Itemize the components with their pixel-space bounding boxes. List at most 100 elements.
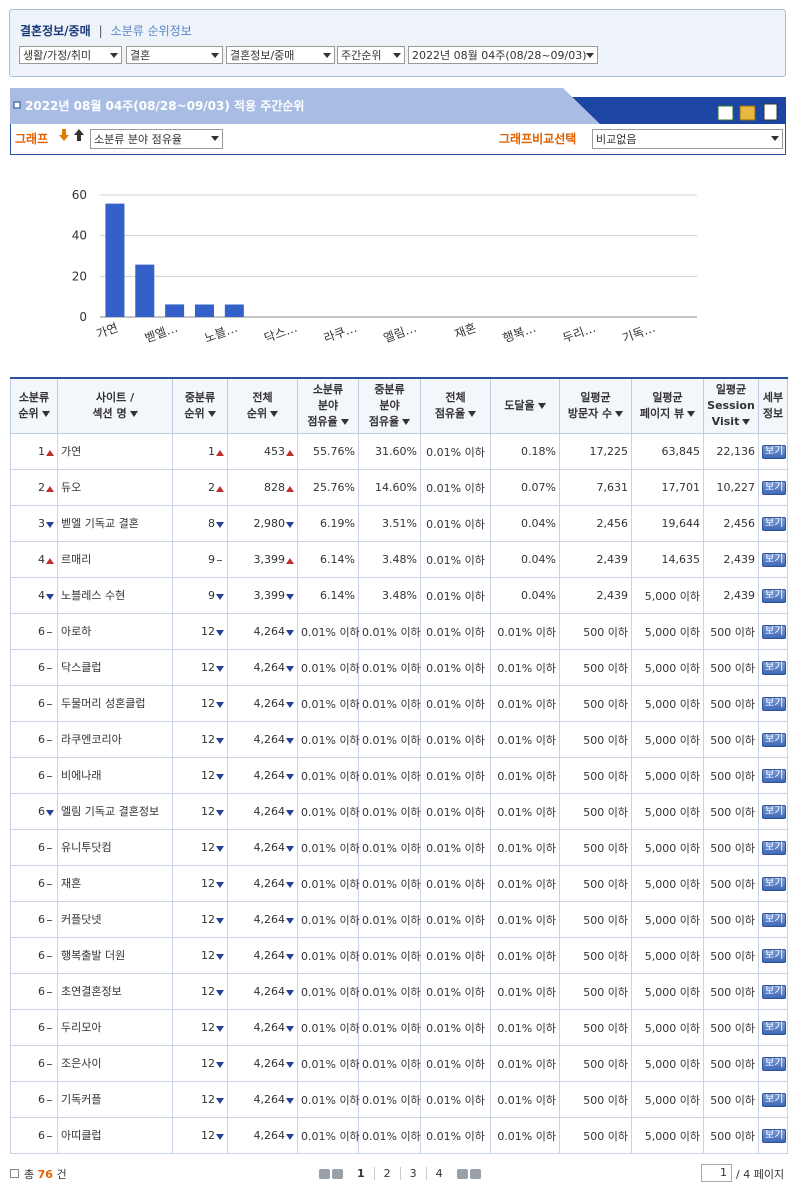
view-button[interactable]: 보기 — [762, 1021, 787, 1035]
sort-icon[interactable] — [687, 411, 696, 417]
view-button[interactable]: 보기 — [762, 481, 787, 495]
print-icon[interactable] — [763, 103, 778, 121]
view-button[interactable]: 보기 — [762, 661, 787, 675]
site-name[interactable]: 르매리 — [61, 553, 92, 566]
cell-text: 0.01% 이하 — [497, 1093, 556, 1107]
cell-text: 0.01% 이하 — [426, 481, 485, 495]
view-button[interactable]: 보기 — [762, 445, 787, 459]
view-button[interactable]: 보기 — [762, 841, 787, 855]
column-header[interactable]: 일평균 방문자 수 — [559, 377, 632, 434]
sort-icon[interactable] — [537, 403, 546, 409]
site-name[interactable]: 초연결혼정보 — [61, 985, 122, 998]
sort-icon[interactable] — [129, 411, 138, 417]
rank-value: 2 — [208, 481, 215, 494]
cell: 보기 — [758, 685, 788, 722]
site-name[interactable]: 가연 — [61, 445, 82, 458]
site-name[interactable]: 행복출발 더원 — [61, 949, 126, 962]
site-name[interactable]: 듀오 — [61, 481, 82, 494]
column-header[interactable]: 전체 순위 — [227, 377, 298, 434]
site-name[interactable]: 두리모아 — [61, 1021, 102, 1034]
cell-text: 0.01% 이하 — [426, 769, 485, 783]
site-name[interactable]: 엘림 기독교 결혼정보 — [61, 805, 160, 818]
view-button[interactable]: 보기 — [762, 697, 787, 711]
select[interactable]: 2022년 08월 04주(08/28~09/03) — [408, 46, 598, 64]
cell: 500 이하 — [559, 649, 632, 686]
page-link[interactable]: 2 — [373, 1167, 400, 1180]
cell: 12 — [172, 937, 228, 974]
column-header[interactable]: 전체 점유율 — [420, 377, 491, 434]
column-header[interactable]: 중분류 분야 점유율 — [358, 377, 421, 434]
excel-icon[interactable] — [717, 105, 734, 121]
next-page[interactable] — [456, 1168, 468, 1179]
view-button[interactable]: 보기 — [762, 553, 787, 567]
sort-icon[interactable] — [270, 411, 279, 417]
move-arrows[interactable] — [59, 129, 85, 143]
view-button[interactable]: 보기 — [762, 1129, 787, 1143]
rank-value: 12 — [201, 805, 215, 818]
site-name[interactable]: 두물머리 성혼클럽 — [61, 697, 146, 710]
view-button[interactable]: 보기 — [762, 517, 787, 531]
sort-icon[interactable] — [742, 419, 751, 425]
view-button[interactable]: 보기 — [762, 877, 787, 891]
view-button[interactable]: 보기 — [762, 589, 787, 603]
view-button[interactable]: 보기 — [762, 985, 787, 999]
site-name[interactable]: 라쿠엔코리아 — [61, 733, 122, 746]
column-header[interactable]: 소분류 분야 점유율 — [297, 377, 359, 434]
column-header[interactable]: 중분류 순위 — [172, 377, 228, 434]
site-name[interactable]: 조은사이 — [61, 1057, 102, 1070]
site-name[interactable]: 닥스클럽 — [61, 661, 102, 674]
view-button[interactable]: 보기 — [762, 733, 787, 747]
column-header[interactable]: 일평균 Session Visit — [703, 377, 759, 434]
view-button[interactable]: 보기 — [762, 1093, 787, 1107]
select[interactable]: 결혼 — [126, 46, 223, 64]
view-button[interactable]: 보기 — [762, 1057, 787, 1071]
cell: 0.01% 이하 — [420, 829, 491, 866]
sort-icon[interactable] — [41, 411, 50, 417]
column-header[interactable]: 일평균 페이지 뷰 — [631, 377, 704, 434]
last-page[interactable] — [469, 1168, 481, 1179]
cell: 12 — [172, 829, 228, 866]
page-link[interactable]: 3 — [399, 1167, 426, 1180]
column-header[interactable]: 소분류 순위 — [10, 377, 58, 434]
site-name[interactable]: 벧엘 기독교 결혼 — [61, 517, 139, 530]
page-link[interactable]: 4 — [425, 1167, 452, 1180]
cell: 500 이하 — [559, 1081, 632, 1118]
select[interactable]: 비교없음 — [592, 129, 783, 149]
column-header[interactable]: 도달율 — [490, 377, 560, 434]
site-name[interactable]: 커플닷넷 — [61, 913, 102, 926]
select[interactable]: 결혼정보/중매 — [226, 46, 335, 64]
site-name[interactable]: 재혼 — [61, 877, 82, 890]
site-name[interactable]: 아띠클럽 — [61, 1129, 102, 1142]
rank-value: 6 — [38, 661, 45, 674]
breadcrumb-category[interactable]: 결혼정보/중매 — [20, 24, 91, 38]
view-button[interactable]: 보기 — [762, 949, 787, 963]
sort-icon[interactable] — [340, 419, 349, 425]
site-name[interactable]: 노블레스 수현 — [61, 589, 126, 602]
view-button[interactable]: 보기 — [762, 769, 787, 783]
first-page[interactable] — [319, 1168, 330, 1179]
site-name[interactable]: 비에나래 — [61, 769, 102, 782]
view-button[interactable]: 보기 — [762, 913, 787, 927]
sort-icon[interactable] — [468, 411, 477, 417]
cell: 0.01% 이하 — [297, 757, 360, 794]
view-button[interactable]: 보기 — [762, 805, 787, 819]
cell: 6 — [10, 937, 58, 974]
site-name[interactable]: 기독커플 — [61, 1093, 102, 1106]
sort-icon[interactable] — [402, 419, 411, 425]
sort-icon[interactable] — [207, 411, 216, 417]
trend-down — [286, 773, 294, 780]
prev-page[interactable] — [332, 1168, 343, 1179]
page-link[interactable]: 1 — [357, 1167, 365, 1180]
copy-icon[interactable] — [739, 105, 756, 121]
site-name[interactable]: 유니투닷컴 — [61, 841, 112, 854]
column-header[interactable]: 사이트 / 섹션 명 — [57, 377, 173, 434]
view-button[interactable]: 보기 — [762, 625, 787, 639]
site-name[interactable]: 아로하 — [61, 625, 92, 638]
sort-icon[interactable] — [615, 411, 624, 417]
select[interactable]: 생활/가정/취미 — [19, 46, 122, 64]
page-input[interactable]: 1 — [701, 1164, 732, 1182]
cell-text: 0.01% 이하 — [426, 1057, 485, 1071]
select[interactable]: 주간순위 — [337, 46, 405, 64]
cell: 보기 — [758, 1081, 788, 1118]
select[interactable]: 소분류 분야 점유율 — [90, 129, 223, 149]
